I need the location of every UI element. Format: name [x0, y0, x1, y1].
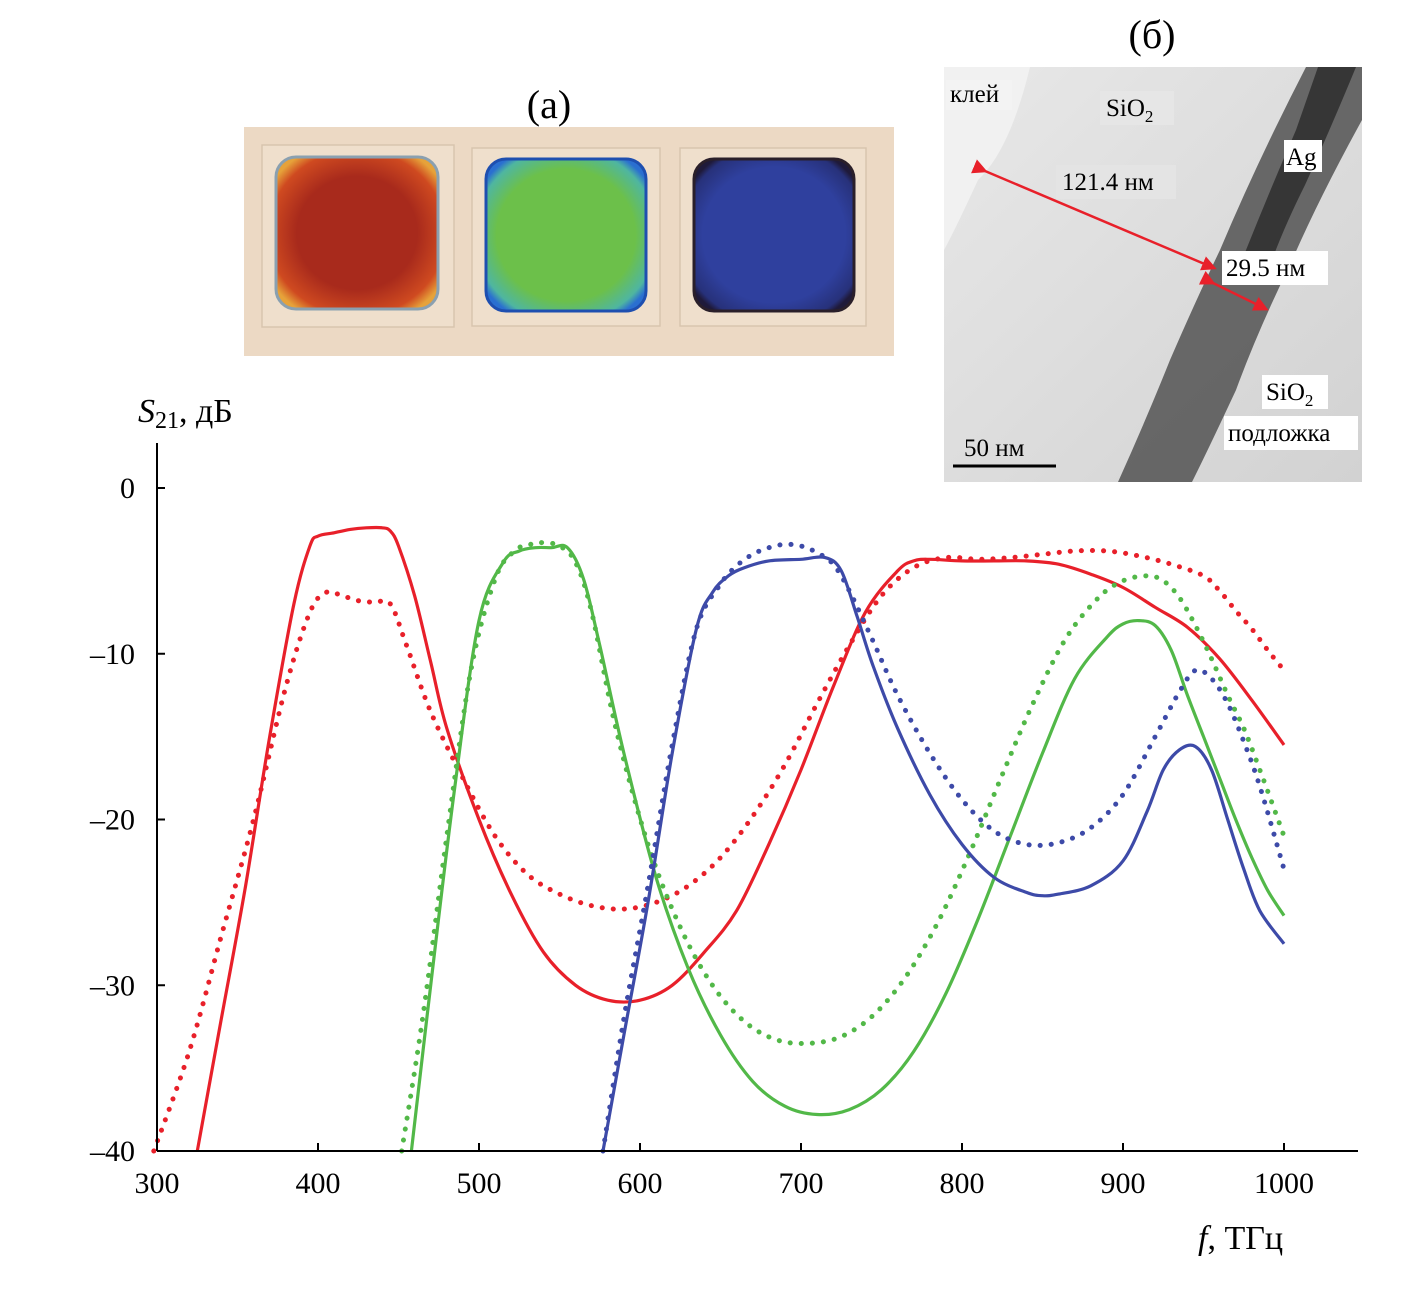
arrow-121-4 — [971, 159, 1217, 271]
y-tick-label: 0 — [120, 472, 135, 505]
label-sio2-bottom: SiO2 — [1266, 379, 1313, 410]
label-box-glue — [946, 80, 1012, 110]
x-tick-label: 900 — [1101, 1167, 1146, 1200]
series-blue-dotted — [600, 541, 1287, 1154]
x-tick-label: 600 — [618, 1167, 663, 1200]
s21-chart: 300 400 500 600 700 800 900 1000 0 –10 –20 –30 –40 S… — [89, 393, 1358, 1257]
x-tick-label: 700 — [779, 1167, 824, 1200]
panel-b-label: (б) — [1129, 12, 1176, 57]
label-box-substrate — [1224, 416, 1358, 450]
label-dist1: 121.4 нм — [1062, 169, 1154, 196]
green-filter-square — [484, 157, 648, 313]
x-tick-label: 1000 — [1254, 1167, 1314, 1200]
label-sio2-top: SiO2 — [1106, 95, 1153, 126]
label-box-dist2 — [1222, 251, 1328, 285]
arrow-29-5 — [1198, 270, 1269, 311]
panel-b: (б) клей SiO2 Ag 121.4 нм 29.5 нм SiO2 п… — [944, 12, 1362, 482]
label-box-sio2-bottom — [1262, 375, 1328, 409]
y-tick-label: –30 — [89, 969, 135, 1002]
label-box-dist1 — [1056, 165, 1176, 199]
x-axis-title: f, ТГц — [1198, 1220, 1283, 1257]
series-green-solid — [409, 543, 1286, 1152]
x-tick-label: 400 — [296, 1167, 341, 1200]
x-tick-label: 800 — [940, 1167, 985, 1200]
series-red-dotted — [151, 547, 1287, 1154]
y-axis-title: S21, дБ — [138, 393, 233, 434]
blue-filter-square — [692, 157, 856, 313]
ticks-layer: 300 400 500 600 700 800 900 1000 0 –10 –20 –30 –40 — [89, 472, 1314, 1200]
label-dist2: 29.5 нм — [1226, 255, 1305, 282]
series-blue-solid — [601, 555, 1286, 1152]
series-green-dotted — [399, 540, 1287, 1154]
x-tick-label: 300 — [135, 1167, 180, 1200]
label-box-sio2-top — [1100, 91, 1174, 125]
y-tick-label: –20 — [89, 804, 135, 837]
panel-a: (а) — [244, 82, 894, 356]
label-ag: Ag — [1286, 144, 1317, 171]
y-tick-label: –10 — [89, 638, 135, 671]
label-box-ag — [1284, 140, 1322, 172]
series-red-solid — [195, 525, 1286, 1152]
red-filter-square — [274, 155, 440, 311]
label-substrate: подложка — [1228, 420, 1330, 447]
label-glue: клей — [950, 81, 999, 108]
x-tick-label: 500 — [457, 1167, 502, 1200]
glue-region — [944, 67, 1030, 250]
y-tick-label: –40 — [89, 1135, 135, 1168]
series-layer — [151, 525, 1287, 1154]
label-scale: 50 нм — [964, 435, 1025, 462]
panel-a-label: (а) — [527, 82, 571, 127]
